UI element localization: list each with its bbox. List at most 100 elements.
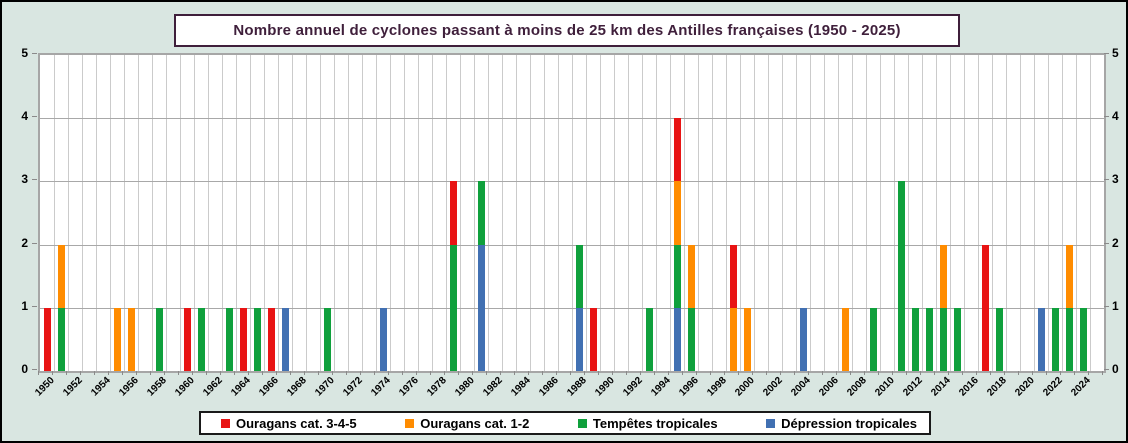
x-axis-tick [668, 371, 669, 375]
bar-segment-1995-orange [673, 181, 681, 245]
y-axis-label-right-2: 2 [1112, 235, 1119, 250]
x-axis-tick [220, 371, 221, 375]
x-axis-tick [794, 371, 795, 375]
vertical-gridline [96, 55, 97, 371]
vertical-gridline [1090, 55, 1091, 371]
x-axis-tick [584, 371, 585, 375]
y-axis-label-left-4: 4 [21, 109, 28, 124]
bar-segment-1966-red [267, 307, 275, 371]
vertical-gridline [796, 55, 797, 371]
y-axis-tick-right [1104, 53, 1109, 54]
x-axis-tick [1060, 371, 1061, 375]
x-axis-tick [332, 371, 333, 375]
vertical-gridline [628, 55, 629, 371]
x-axis-tick [850, 371, 851, 375]
vertical-gridline [964, 55, 965, 371]
y-axis-tick-left [32, 116, 37, 118]
vertical-gridline [1034, 55, 1035, 371]
x-axis-tick [598, 371, 599, 375]
bar-segment-1988-blue [575, 307, 583, 371]
x-axis-tick [150, 371, 151, 375]
bar-segment-1979-green [449, 244, 457, 371]
legend-swatch-icon [766, 418, 776, 428]
bar-segment-2023-green [1065, 307, 1073, 371]
bar-segment-1988-green [575, 244, 583, 308]
x-axis-tick [626, 371, 627, 375]
x-axis-tick [1032, 371, 1033, 375]
x-axis-tick [906, 371, 907, 375]
x-axis-tick [528, 371, 529, 375]
x-axis-tick [780, 371, 781, 375]
vertical-gridline [152, 55, 153, 371]
y-axis-label-left-2: 2 [21, 235, 28, 250]
vertical-gridline [936, 55, 937, 371]
bar-segment-1999-orange [729, 307, 737, 371]
vertical-gridline [320, 55, 321, 371]
vertical-gridline [460, 55, 461, 371]
vertical-gridline [222, 55, 223, 371]
vertical-gridline [894, 55, 895, 371]
vertical-gridline [68, 55, 69, 371]
horizontal-gridline [40, 307, 1104, 309]
vertical-gridline [418, 55, 419, 371]
vertical-gridline [656, 55, 657, 371]
x-axis-tick [990, 371, 991, 375]
vertical-gridline [124, 55, 125, 371]
vertical-gridline [600, 55, 601, 371]
x-axis-tick [360, 371, 361, 375]
bar-segment-1956-orange [127, 307, 135, 371]
vertical-gridline [838, 55, 839, 371]
vertical-gridline [334, 55, 335, 371]
horizontal-gridline [40, 118, 1104, 120]
bar-segment-1999-red [729, 244, 737, 308]
vertical-gridline [306, 55, 307, 371]
x-axis-tick [500, 371, 501, 375]
bar-segment-1951-orange [57, 244, 65, 308]
x-axis-tick [290, 371, 291, 375]
x-axis-tick [822, 371, 823, 375]
bar-segment-2017-red [981, 244, 989, 371]
bar-segment-1995-blue [673, 307, 681, 371]
bar-segment-1951-green [57, 307, 65, 371]
legend-swatch-icon [405, 418, 415, 428]
bar-segment-2011-green [897, 181, 905, 371]
vertical-gridline [880, 55, 881, 371]
x-axis-tick [52, 371, 53, 375]
vertical-gridline [950, 55, 951, 371]
vertical-gridline [166, 55, 167, 371]
x-axis-tick [542, 371, 543, 375]
bar-segment-1993-green [645, 307, 653, 371]
x-axis-tick [444, 371, 445, 375]
bar-segment-2015-green [953, 307, 961, 371]
vertical-gridline [782, 55, 783, 371]
x-axis-tick [192, 371, 193, 375]
bar-segment-1964-red [239, 307, 247, 371]
bar-segment-2018-green [995, 307, 1003, 371]
x-axis-tick [920, 371, 921, 375]
x-axis-tick [836, 371, 837, 375]
vertical-gridline [250, 55, 251, 371]
x-axis-tick [304, 371, 305, 375]
x-axis-tick [682, 371, 683, 375]
bar-segment-1989-red [589, 307, 597, 371]
vertical-gridline [908, 55, 909, 371]
y-axis-label-right-0: 0 [1112, 362, 1119, 376]
x-axis-tick [1102, 371, 1103, 375]
vertical-gridline [740, 55, 741, 371]
y-axis-label-left-1: 1 [21, 298, 28, 313]
bar-segment-1995-red [673, 118, 681, 182]
x-axis-tick [962, 371, 963, 375]
legend-swatch-icon [221, 418, 230, 428]
bar-segment-1996-orange [687, 244, 695, 308]
bar-segment-1958-green [155, 307, 163, 371]
bar-segment-2021-blue [1037, 307, 1045, 371]
vertical-gridline [516, 55, 517, 371]
x-axis-tick [892, 371, 893, 375]
x-axis-tick [486, 371, 487, 375]
vertical-gridline [922, 55, 923, 371]
bar-segment-1965-green [253, 307, 261, 371]
bar-segment-2007-orange [841, 307, 849, 371]
vertical-gridline [180, 55, 181, 371]
vertical-gridline [992, 55, 993, 371]
